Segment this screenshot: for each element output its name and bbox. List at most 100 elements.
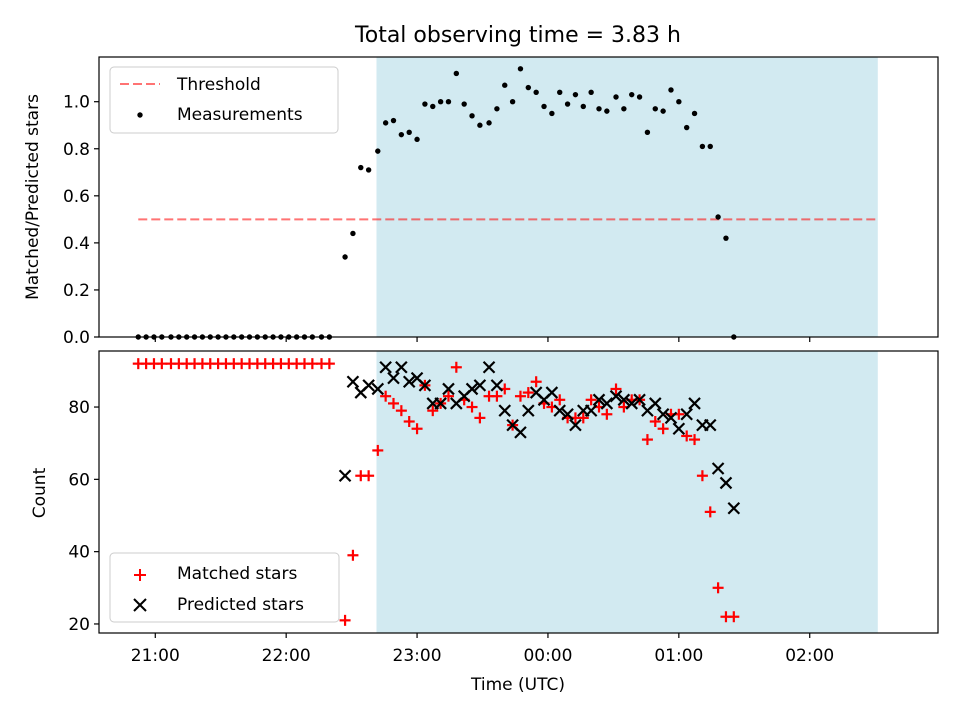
y-tick-label: 80 (68, 398, 90, 418)
predicted-star-point (592, 393, 606, 407)
measurement-point (557, 89, 563, 95)
matched-star-point (704, 506, 716, 518)
matched-star-point (577, 412, 589, 424)
predicted-star-point (656, 407, 670, 421)
matched-star-point (689, 434, 701, 446)
measurement-point (613, 94, 619, 100)
matched-star-point (363, 470, 375, 482)
measurement-point (422, 101, 428, 107)
matched-star-point (450, 361, 462, 373)
measurement-point (596, 106, 602, 112)
measurement-point (683, 124, 690, 131)
predicted-star-point (633, 393, 646, 407)
matched-star-point (466, 401, 478, 413)
bottom-legend: Matched stars Predicted stars (109, 552, 340, 623)
matched-star-point (554, 394, 566, 406)
matched-star-point (681, 430, 693, 442)
measurement-point (691, 110, 698, 117)
measurement-point (469, 113, 475, 119)
top-legend: Threshold Measurements (109, 66, 339, 134)
matched-star-point (491, 390, 503, 402)
x-tick-label: 23:00 (393, 646, 442, 666)
measurement-point (398, 131, 405, 138)
x-tick-label: 00:00 (523, 646, 572, 666)
measurement-point (629, 91, 635, 98)
count-points (132, 358, 741, 626)
matched-star-point (522, 387, 534, 399)
predicted-star-point (498, 404, 512, 417)
predicted-star-point (482, 360, 496, 374)
matched-star-point (641, 434, 653, 446)
measurement-point (652, 106, 658, 112)
chart-title: Total observing time = 3.83 h (354, 23, 681, 48)
matched-star-point (649, 416, 661, 427)
measurement-point (502, 82, 508, 88)
predicted-star-point (625, 397, 638, 410)
threshold-legend-label: Threshold (176, 75, 261, 95)
y-tick-label: 20 (68, 615, 90, 635)
measurement-point (572, 91, 579, 98)
predicted-star-point (561, 407, 574, 421)
bottom-y-axis-label: Count (30, 467, 50, 518)
measurement-point (549, 110, 555, 117)
matched-star-point (442, 390, 454, 402)
bottom-legend-box (109, 552, 340, 623)
predicted-star-point (569, 418, 582, 432)
measurement-point (604, 108, 610, 114)
measurement-point (342, 254, 348, 260)
predicted-star-point (609, 389, 623, 403)
predicted-star-point (514, 426, 527, 439)
predicted-star-point (371, 382, 385, 396)
measurement-point (486, 120, 492, 126)
y-tick-label: 0.0 (63, 328, 90, 348)
predicted-star-point (395, 360, 408, 374)
matched-star-point (530, 376, 542, 388)
measurement-point (636, 94, 643, 100)
measurement-point (525, 84, 532, 91)
predicted-star-point (600, 397, 614, 410)
matched-star-point (323, 358, 335, 370)
matched-star-point (514, 390, 526, 402)
matched-star-point (696, 470, 708, 482)
predicted-star-point (362, 379, 375, 392)
predicted-star-point (473, 379, 487, 392)
measurement-point (580, 103, 586, 110)
measurement-point (445, 99, 452, 105)
y-tick-label: 0.8 (63, 140, 90, 160)
measurement-point (644, 129, 651, 135)
bottom-y-axis: 20 40 60 80 (68, 398, 99, 635)
x-tick-label: 22:00 (262, 646, 311, 666)
predicted-star-point (664, 411, 678, 425)
x-tick-label: 02:00 (785, 646, 834, 666)
measurements-legend-label: Measurements (177, 105, 303, 125)
predicted-star-point (465, 382, 479, 396)
measurement-point (707, 143, 713, 150)
measurement-point (350, 230, 356, 237)
measurement-point (668, 87, 674, 93)
y-tick-label: 60 (68, 470, 90, 490)
measurement-point (375, 148, 381, 154)
y-tick-label: 1.0 (63, 93, 90, 113)
matched-star-point (403, 416, 415, 427)
predicted-star-point (402, 375, 416, 389)
top-plot-frame (98, 56, 939, 338)
top-x-ticks (154, 337, 811, 342)
measurement-point (517, 66, 524, 72)
measurement-point (564, 101, 571, 107)
measurement-point (430, 103, 436, 110)
predicted-star-point (346, 375, 360, 389)
measurement-point (414, 136, 420, 143)
measurement-point (588, 89, 594, 95)
top-y-axis: 0.0 0.2 0.4 0.6 0.8 1.0 (63, 93, 99, 348)
y-tick-label: 0.6 (63, 187, 90, 207)
matched-star-point (388, 397, 400, 409)
predicted-legend-icon (133, 598, 147, 612)
matched-star-point (339, 614, 351, 626)
top-legend-box (109, 66, 339, 134)
measurement-point (390, 117, 397, 124)
y-tick-label: 0.4 (63, 234, 90, 254)
predicted-star-point (672, 422, 686, 436)
predicted-star-point (338, 469, 352, 483)
predicted-star-point (387, 371, 400, 385)
